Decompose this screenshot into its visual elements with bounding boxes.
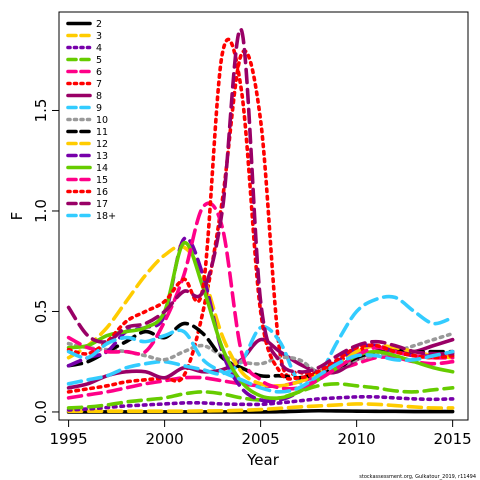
legend-label-age-3: 3 bbox=[96, 31, 102, 42]
x-tick-label: 2010 bbox=[338, 430, 376, 448]
legend-label-age-16: 16 bbox=[96, 187, 108, 198]
legend-label-age-6: 6 bbox=[96, 67, 102, 78]
x-axis-title: Year bbox=[246, 451, 280, 469]
legend-label-age-12: 12 bbox=[96, 139, 108, 150]
x-tick-label: 2000 bbox=[146, 430, 184, 448]
y-tick-label: 0.5 bbox=[32, 300, 50, 324]
y-tick-label: 0.0 bbox=[32, 400, 50, 424]
series-line-age-18-plus bbox=[66, 328, 455, 394]
series-line-age-13 bbox=[66, 236, 455, 403]
series-line-age-14 bbox=[66, 241, 455, 401]
legend-label-age-17: 17 bbox=[96, 199, 108, 210]
y-axis: 0.0 0.5 1.0 1.5 bbox=[32, 99, 60, 424]
series-line-age-9 bbox=[66, 294, 455, 387]
series-line-age-17 bbox=[66, 27, 455, 374]
y-tick-label: 1.0 bbox=[32, 199, 50, 223]
series-line-age-3 bbox=[66, 402, 455, 413]
series-layer bbox=[66, 27, 455, 414]
y-tick-label: 1.5 bbox=[32, 99, 50, 123]
legend-label-age-2: 2 bbox=[96, 19, 102, 30]
series-line-age-16 bbox=[66, 37, 455, 381]
legend-label-age-13: 13 bbox=[96, 151, 108, 162]
legend-label-age-14: 14 bbox=[96, 163, 108, 174]
legend-label-age-10: 10 bbox=[96, 115, 108, 126]
series-line-age-12 bbox=[66, 244, 455, 388]
x-tick-label: 1995 bbox=[50, 430, 88, 448]
legend-label-age-9: 9 bbox=[96, 103, 102, 114]
legend-label-age-11: 11 bbox=[96, 127, 108, 138]
x-tick-label: 2005 bbox=[242, 430, 280, 448]
legend-label-age-5: 5 bbox=[96, 55, 102, 66]
x-tick-label: 2015 bbox=[434, 430, 472, 448]
legend-label-age-4: 4 bbox=[96, 43, 102, 54]
legend-label-age-7: 7 bbox=[96, 79, 102, 90]
legend-label-age-15: 15 bbox=[96, 175, 108, 186]
series-line-age-4 bbox=[66, 394, 455, 412]
x-axis: 1995 2000 2005 2010 2015 bbox=[50, 419, 472, 448]
legend-label-age-18-plus: 18+ bbox=[96, 211, 116, 222]
credit-text: stockassessment.org, Gulkatour_2019, r11… bbox=[359, 474, 476, 480]
y-axis-title: F bbox=[8, 212, 26, 221]
legend-label-age-8: 8 bbox=[96, 91, 102, 102]
